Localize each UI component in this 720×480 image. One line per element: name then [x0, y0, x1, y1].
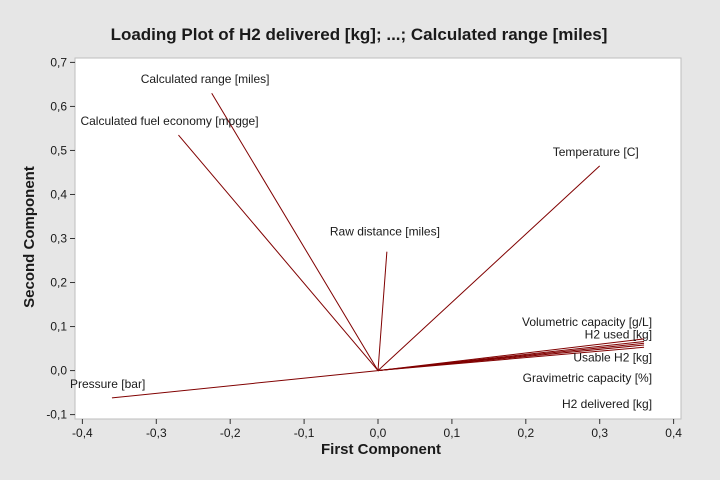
chart-title: Loading Plot of H2 delivered [kg]; ...; …	[111, 25, 608, 44]
loading-vector-line	[377, 165, 601, 371]
vector-label: Calculated fuel economy [mpgge]	[80, 114, 258, 128]
vector-label: H2 used [kg]	[585, 328, 652, 342]
x-tick-label: -0,1	[294, 426, 315, 440]
vector-label: Usable H2 [kg]	[573, 350, 652, 364]
x-tick-label: 0,4	[665, 426, 682, 440]
vector-label: Raw distance [miles]	[330, 225, 440, 239]
loading-vector-line	[211, 92, 379, 371]
y-tick-label: 0,4	[50, 187, 67, 201]
vector-label: Pressure [bar]	[70, 377, 145, 391]
vector-label: Calculated range [miles]	[141, 72, 270, 86]
loading-vector-line	[111, 370, 379, 399]
vector-labels: Calculated range [miles] Calculated fuel …	[70, 72, 652, 411]
y-tick-label: 0,3	[50, 232, 67, 246]
loading-vectors	[111, 92, 645, 399]
x-tick-label: 0,1	[444, 426, 461, 440]
y-tick-label: 0,1	[50, 320, 67, 334]
y-tick-label: 0,5	[50, 143, 67, 157]
loading-vector-line	[377, 251, 388, 371]
x-tick-label: -0,3	[146, 426, 167, 440]
vector-label: Volumetric capacity [g/L]	[522, 315, 652, 329]
x-tick-label: 0,3	[591, 426, 608, 440]
loading-vector-line	[377, 346, 645, 372]
vector-label: H2 delivered [kg]	[562, 397, 652, 411]
vector-label: Gravimetric capacity [%]	[523, 371, 652, 385]
y-tick-label: -0,1	[46, 408, 67, 422]
loading-vector-line	[178, 134, 379, 371]
vector-label: Temperature [C]	[553, 145, 639, 159]
y-tick-label: 0,2	[50, 276, 67, 290]
y-tick-label: 0,7	[50, 55, 67, 69]
y-tick-label: 0,6	[50, 99, 67, 113]
y-tick-label: 0,0	[50, 364, 67, 378]
x-tick-label: 0,2	[517, 426, 534, 440]
x-tick-label: -0,4	[72, 426, 93, 440]
plot-area	[74, 57, 682, 420]
axes: -0,4 -0,3 -0,2 -0,1 0,0 0,1 0,2 0,3 0,4 -0,1 0,0 0,…	[46, 55, 682, 440]
x-tick-label: 0,0	[370, 426, 387, 440]
y-axis-title: Second Component	[21, 166, 38, 308]
x-tick-label: -0,2	[220, 426, 241, 440]
x-axis-title: First Component	[321, 441, 441, 458]
